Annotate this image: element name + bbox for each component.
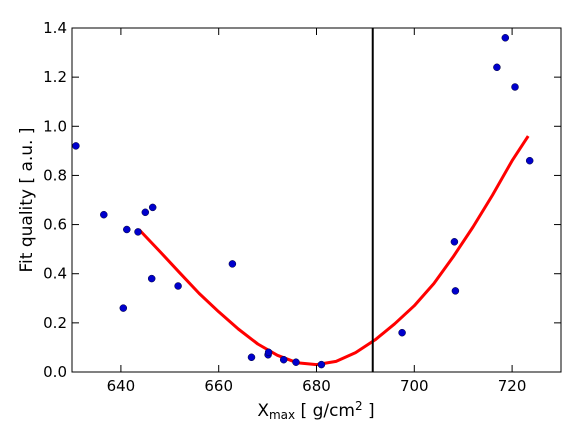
x-tick-label: 720 [498,377,527,395]
data-point [317,360,326,369]
data-point [147,274,156,283]
y-tick-label: 0.2 [43,314,67,332]
data-point [134,228,142,236]
data-point [451,287,460,295]
x-axis-label-subscript: max [269,408,295,422]
data-point [228,260,237,268]
y-tick-label: 0.0 [43,363,67,381]
x-axis-label-main: X [257,401,269,421]
data-point [141,208,150,217]
data-point [398,328,406,337]
x-axis-label: Xmax [ g/cm2 ] [257,399,374,422]
x-axis-label-superscript: 2 [355,399,363,413]
x-tick-label: 640 [107,377,136,395]
y-tick-label: 1.2 [43,68,67,86]
data-point [501,34,510,42]
data-point [174,282,182,290]
x-axis-label-end: ] [363,401,375,421]
data-point [148,203,157,212]
data-point [123,225,131,234]
data-point [279,355,288,364]
y-tick-label: 1.0 [43,117,67,135]
data-point [100,210,108,219]
data-point [72,142,80,150]
x-tick-label: 660 [204,377,233,395]
data-point [119,304,128,312]
fit-curve [137,135,530,367]
data-point [450,238,459,246]
y-tick-label: 1.4 [43,19,67,37]
y-tick-label: 0.8 [43,166,67,184]
data-point [247,353,256,362]
y-axis-label: Fit quality [ a.u. ] [17,128,37,273]
data-point [292,358,300,366]
plot-frame [71,27,562,373]
y-tick-label: 0.4 [43,265,67,283]
data-point [493,63,501,72]
y-tick-label: 0.6 [43,216,67,234]
x-axis-label-unit: [ g/cm [295,401,355,421]
x-tick-label: 680 [302,377,331,395]
data-point [511,83,519,91]
data-point [264,348,273,357]
data-point [525,156,534,165]
x-tick-label: 700 [400,377,429,395]
